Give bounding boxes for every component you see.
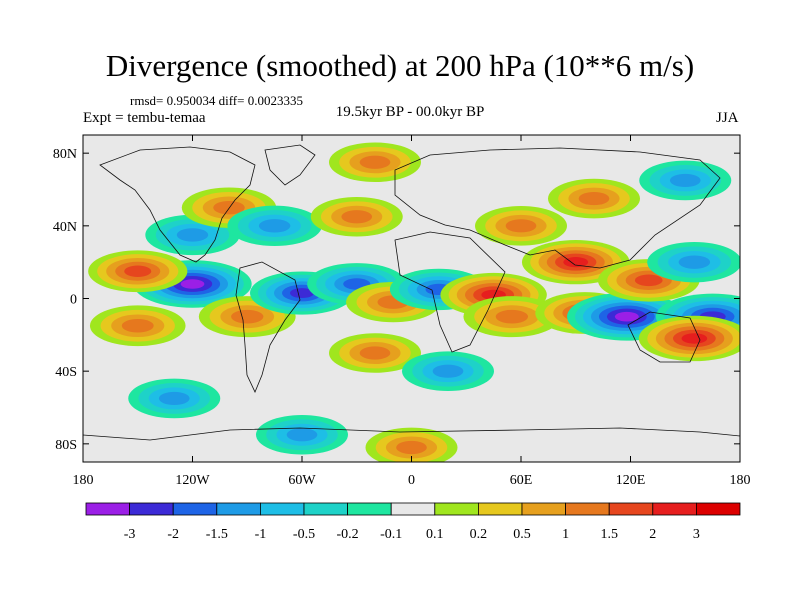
field-band-4-5 (290, 288, 314, 299)
field-band-0-6 (180, 279, 205, 289)
field-band-20-3 (341, 210, 373, 224)
coastline-north-america (99, 146, 256, 263)
coastline-antarctica (83, 427, 740, 441)
field-band-28-3 (669, 173, 701, 188)
x-tick-label-4: 60E (510, 473, 533, 488)
field-band-12-6 (614, 311, 639, 322)
field-band-15-4 (634, 274, 663, 287)
colorbar-label-2: -1.5 (206, 527, 228, 542)
colorbar: -3 -2 -1.5 -1 -0.5 -0.2 -0.1 0.1 0.2 0.5 1 1.5 2 3 (85, 502, 741, 542)
field-band-16-3 (678, 255, 711, 269)
field-band-26-3 (505, 219, 537, 233)
y-tick-label-0: 80N (53, 147, 77, 162)
chart-title: Divergence (smoothed) at 200 hPa (10**6 … (105, 48, 695, 83)
coastline-australia (627, 311, 701, 363)
colorbar-swatch-0 (85, 502, 130, 516)
y-tick-label-3: 40S (55, 365, 77, 380)
field-band-29-3 (359, 155, 391, 169)
colorbar-swatch-11 (565, 502, 610, 516)
colorbar-label-5: -0.2 (337, 527, 359, 542)
field-band-1-4 (124, 265, 152, 277)
field-band-14-5 (681, 333, 708, 344)
x-tick-label-2: 60W (288, 473, 316, 488)
field-band-9-3 (495, 309, 529, 324)
colorbar-label-7: 0.1 (426, 527, 444, 542)
colorbar-swatch-9 (477, 502, 523, 516)
coastline-africa (394, 231, 506, 353)
coastline-south-america (235, 261, 301, 393)
x-tick-label-1: 120W (175, 473, 210, 488)
field-band-25-3 (286, 428, 318, 442)
y-tick-label-4: 80S (55, 438, 77, 453)
colorbar-swatch-2 (172, 502, 218, 516)
colorbar-swatch-1 (129, 502, 174, 516)
coastline-greenland (264, 144, 316, 186)
coastline-eurasia (394, 147, 721, 269)
colorbar-swatch-14 (696, 502, 741, 516)
map-axes: 180 120W 60W 0 60E 120E 180 80N 40N 0 40S 80S (53, 135, 751, 488)
colorbar-label-11: 1.5 (600, 527, 618, 542)
stats-label: rmsd= 0.950034 diff= 0.0023335 (130, 93, 303, 108)
field-band-19-3 (258, 219, 291, 233)
field-band-10-5 (563, 257, 589, 268)
field-band-27-3 (578, 191, 610, 206)
season-label: JJA (716, 110, 739, 126)
x-tick-label-5: 120E (616, 473, 646, 488)
colorbar-swatch-12 (608, 502, 654, 516)
colorbar-label-3: -1 (255, 527, 267, 542)
colorbar-label-10: 1 (562, 527, 569, 542)
colorbar-swatch-13 (652, 502, 697, 516)
y-tick-label-1: 40N (53, 220, 77, 235)
field-band-22-3 (432, 364, 464, 378)
experiment-label: Expt = tembu-temaa (83, 110, 206, 126)
coastlines (83, 144, 740, 441)
period-label: 19.5kyr BP - 00.0kyr BP (335, 104, 485, 120)
x-tick-label-6: 180 (730, 473, 751, 488)
field-band-21-3 (359, 346, 391, 360)
colorbar-swatch-8 (434, 502, 479, 516)
field-band-23-3 (158, 391, 190, 406)
colorbar-swatch-4 (259, 502, 305, 516)
colorbar-swatch-3 (216, 502, 261, 516)
field-band-2-3 (121, 318, 154, 333)
colorbar-swatch-5 (303, 502, 348, 516)
colorbar-swatch-7 (390, 502, 436, 516)
x-tick-label-3: 0 (408, 473, 415, 488)
field-band-24-3 (396, 440, 427, 455)
colorbar-label-8: 0.2 (470, 527, 488, 542)
colorbar-label-4: -0.5 (293, 527, 315, 542)
field-band-17-3 (176, 228, 209, 242)
colorbar-label-1: -2 (167, 527, 179, 542)
y-tick-label-2: 0 (70, 293, 77, 308)
divergence-field (88, 142, 740, 462)
colorbar-label-0: -3 (124, 527, 136, 542)
field-band-3-3 (231, 309, 264, 324)
colorbar-label-6: -0.1 (380, 527, 402, 542)
colorbar-label-12: 2 (649, 527, 656, 542)
colorbar-swatch-6 (347, 502, 392, 516)
colorbar-label-13: 3 (693, 527, 700, 542)
colorbar-label-9: 0.5 (513, 527, 531, 542)
colorbar-swatch-10 (521, 502, 566, 516)
x-tick-label-0: 180 (73, 473, 94, 488)
